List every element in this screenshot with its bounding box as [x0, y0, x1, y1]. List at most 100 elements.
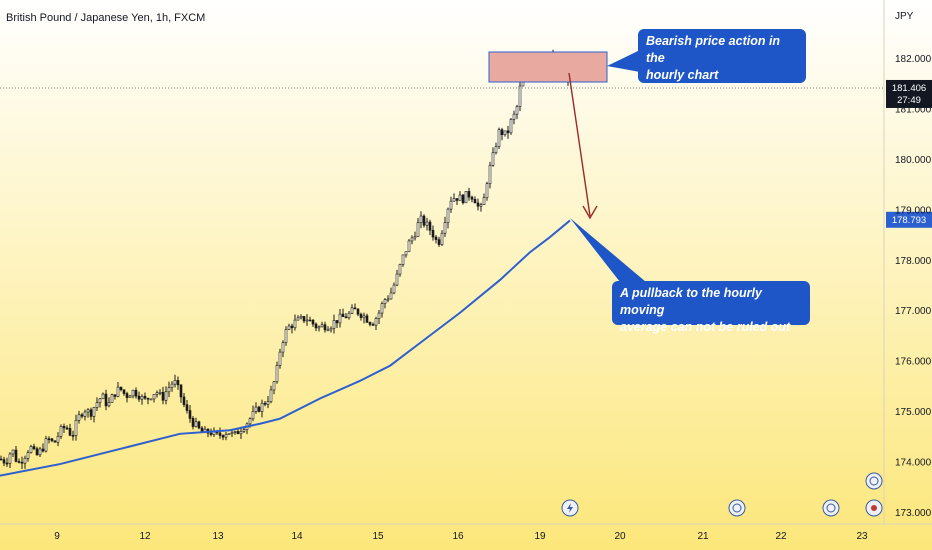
candle-body	[122, 389, 126, 394]
flag-event-icon	[728, 499, 746, 517]
candle-body	[512, 113, 516, 120]
candle-body	[233, 431, 237, 433]
candle-body	[428, 221, 432, 231]
candle-body	[86, 409, 90, 413]
candle-body	[182, 396, 186, 406]
flag-glyph	[869, 476, 879, 486]
candle-body	[35, 448, 39, 456]
candle-body	[89, 409, 93, 417]
candle-body	[386, 298, 390, 301]
candle-body	[302, 316, 306, 322]
candle-body	[2, 459, 6, 464]
candle-body	[464, 191, 468, 204]
candle-body	[335, 320, 339, 324]
candle-body	[383, 299, 387, 304]
candle-body	[476, 202, 480, 207]
candle-body	[65, 427, 69, 430]
candle-body	[473, 199, 477, 204]
candle-body	[17, 461, 21, 463]
candle-body	[269, 389, 273, 402]
candle-body	[515, 106, 519, 115]
candle-body	[371, 324, 375, 326]
candle-body	[338, 313, 342, 324]
candle-body	[431, 229, 435, 238]
price-tick-label: 181.000	[895, 104, 932, 115]
candle-body	[32, 446, 36, 450]
candle-body	[365, 315, 369, 323]
price-tick-label: 182.000	[895, 54, 932, 65]
candle-body	[158, 391, 162, 394]
candle-body	[101, 393, 105, 400]
candle-body	[296, 317, 300, 321]
candle-body	[71, 435, 75, 437]
candle-body	[323, 324, 327, 331]
candle-body	[194, 421, 198, 427]
candle-body	[257, 406, 261, 412]
time-tick-label: 13	[212, 531, 224, 542]
candle-body	[152, 394, 156, 400]
candle-body	[47, 438, 51, 441]
candle-body	[224, 434, 228, 438]
candle-body	[434, 236, 438, 240]
moving-average-layer	[0, 219, 571, 477]
candle-body	[461, 194, 465, 204]
candle-body	[197, 421, 201, 429]
candle-body	[272, 381, 276, 391]
candle-body	[56, 435, 60, 443]
callout-bearish-pointer	[607, 50, 640, 72]
candle-body	[419, 215, 423, 223]
flag-event-icon	[822, 499, 840, 517]
candle-body	[293, 319, 297, 329]
price-tick-label: 179.000	[895, 205, 932, 216]
candle-body	[509, 119, 513, 134]
candle-body	[131, 389, 135, 397]
down-arrow-head	[582, 205, 598, 220]
candle-body	[344, 316, 348, 319]
candle-body	[353, 307, 357, 310]
candle-body	[347, 312, 351, 319]
current-price-value: 181.406	[892, 83, 926, 94]
candle-body	[242, 429, 246, 432]
candle-body	[401, 254, 405, 265]
time-tick-label: 19	[534, 531, 546, 542]
candle-body	[170, 383, 174, 388]
candle-body	[437, 239, 441, 245]
currency-label: JPY	[895, 11, 914, 22]
candle-body	[320, 324, 324, 328]
candle-body	[8, 453, 12, 464]
candle-body	[317, 326, 321, 329]
candle-body	[107, 402, 111, 407]
candle-body	[260, 402, 264, 412]
candle-body	[74, 420, 78, 436]
flag-glyph	[826, 503, 836, 513]
candle-body	[314, 323, 318, 329]
candle-body	[278, 351, 282, 366]
candle-body	[422, 215, 426, 226]
candle-body	[410, 237, 414, 242]
candle-body	[443, 222, 447, 234]
candle-body	[155, 392, 159, 395]
candle-body	[506, 130, 510, 134]
candle-body	[467, 191, 471, 198]
candle-body	[26, 452, 30, 459]
candle-body	[179, 384, 183, 398]
candle-body	[404, 251, 408, 256]
candle-body	[398, 264, 402, 275]
price-tick-label: 173.000	[895, 508, 932, 519]
candle-body	[368, 322, 372, 325]
candle-body	[176, 380, 180, 386]
price-tick-label: 175.000	[895, 407, 932, 418]
candle-body	[146, 397, 150, 400]
price-tick-label: 176.000	[895, 357, 932, 368]
candle-body	[92, 407, 96, 417]
candle-body	[482, 197, 486, 205]
candle-body	[479, 204, 483, 207]
candle-body	[185, 404, 189, 411]
candle-body	[11, 449, 15, 455]
candle-body	[29, 446, 33, 453]
time-tick-label: 9	[54, 531, 60, 542]
candle-body	[134, 389, 138, 397]
